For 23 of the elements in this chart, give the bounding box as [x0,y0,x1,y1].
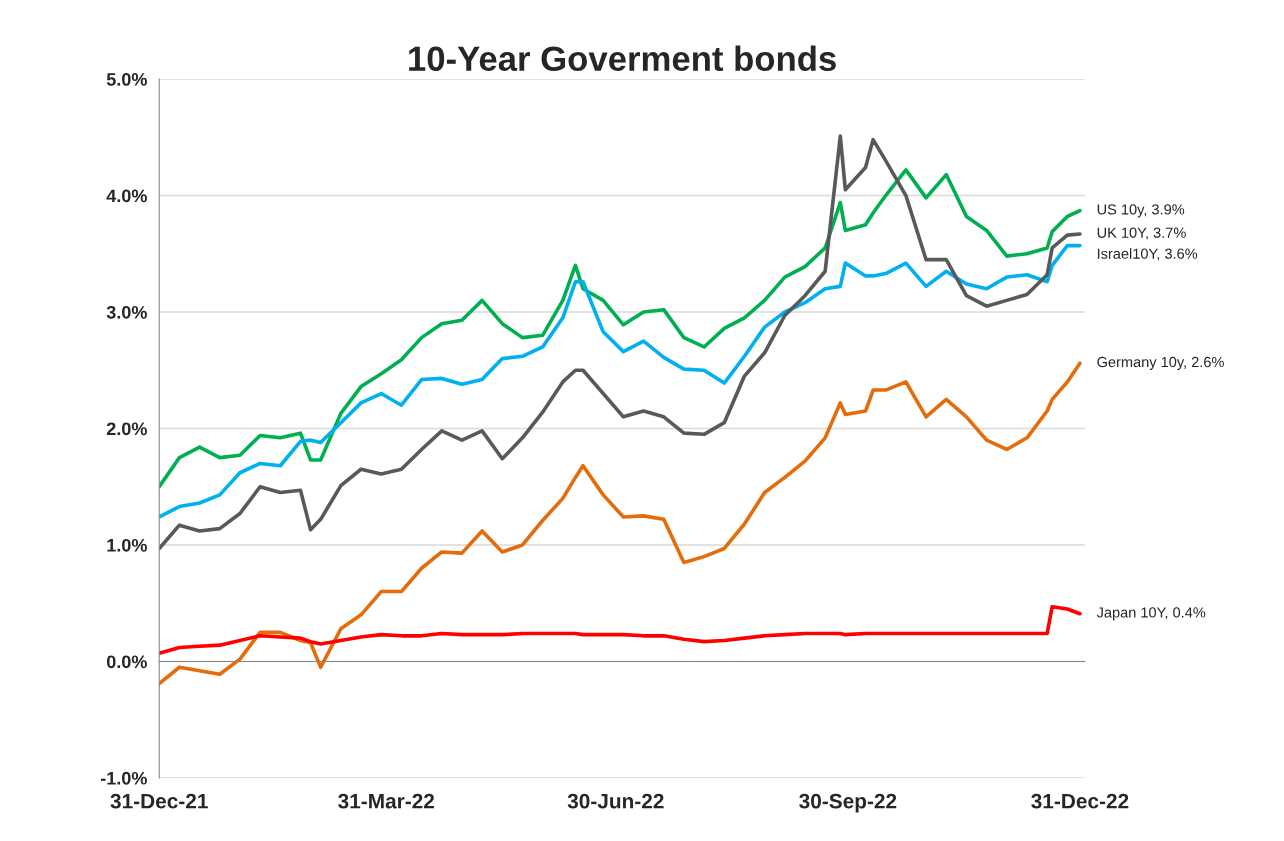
y-tick-label: 5.0% [106,72,147,86]
x-tick-label: 30-Sep-22 [799,793,897,813]
y-tick-label: 2.0% [106,422,147,436]
series-label: Japan 10Y, 0.4% [1096,607,1206,621]
x-tick-label: 30-Jun-22 [567,793,664,809]
chart-title: 10-Year Goverment bonds [409,45,836,72]
line-series [159,243,1082,519]
line-series [159,168,1082,489]
series-label: US 10y, 3.9% [1097,204,1185,218]
y-tick-label: 0.0% [106,655,147,669]
y-tick-label: -1.0% [100,771,147,785]
series-label: UK 10Y, 3.7% [1097,227,1186,240]
line-series [159,604,1082,656]
line-series [159,361,1082,686]
line-series [159,134,1082,551]
x-tick-label: 31-Mar-22 [338,793,435,809]
series-label: Israel10Y, 3.6% [1097,248,1198,261]
y-tick-label: 3.0% [106,305,147,319]
y-tick-label: 4.0% [106,189,147,203]
x-tick-label: 31-Dec-22 [1031,793,1129,809]
series-label: Germany 10y, 2.6% [1097,356,1224,371]
y-tick-label: 1.0% [107,538,147,552]
x-tick-label: 31-Dec-21 [110,793,208,809]
